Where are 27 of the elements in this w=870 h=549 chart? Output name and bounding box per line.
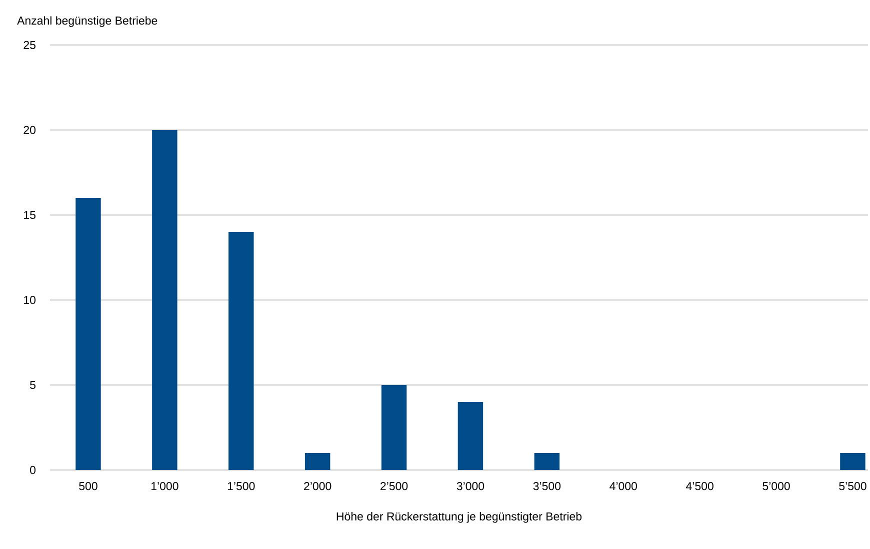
- y-tick-label: 20: [24, 126, 36, 134]
- bar: [228, 232, 254, 470]
- x-tick-label: 4’500: [686, 482, 714, 490]
- bar: [304, 453, 330, 470]
- bar: [152, 130, 178, 470]
- x-tick-label: 500: [79, 482, 98, 490]
- y-tick-label: 0: [30, 466, 36, 474]
- y-tick-label: 10: [24, 296, 36, 304]
- y-tick-label: 15: [24, 210, 36, 220]
- bar: [458, 402, 484, 470]
- bar: [381, 384, 407, 470]
- y-tick-label: 5: [30, 380, 36, 390]
- x-tick-label: 2’000: [304, 482, 332, 490]
- x-axis-title: Höhe der Rückerstattung je begünstigter Betrieb: [336, 512, 582, 523]
- x-tick-label: 1’000: [151, 482, 178, 490]
- y-tick-label: 25: [24, 40, 36, 50]
- x-tick-label: 3’000: [456, 482, 484, 490]
- x-tick-label: 2’500: [380, 482, 408, 490]
- x-tick-label: 1’500: [228, 482, 255, 490]
- bar: [840, 453, 866, 470]
- bar: [534, 453, 560, 470]
- x-tick-label: 5’000: [762, 482, 790, 490]
- x-tick-label: 3’500: [533, 482, 561, 490]
- y-axis-title: Anzahl begünstige Betriebe: [17, 16, 158, 27]
- x-tick-label: 4’000: [610, 482, 637, 490]
- bar: [76, 198, 101, 470]
- x-tick-label: 5’500: [839, 482, 866, 490]
